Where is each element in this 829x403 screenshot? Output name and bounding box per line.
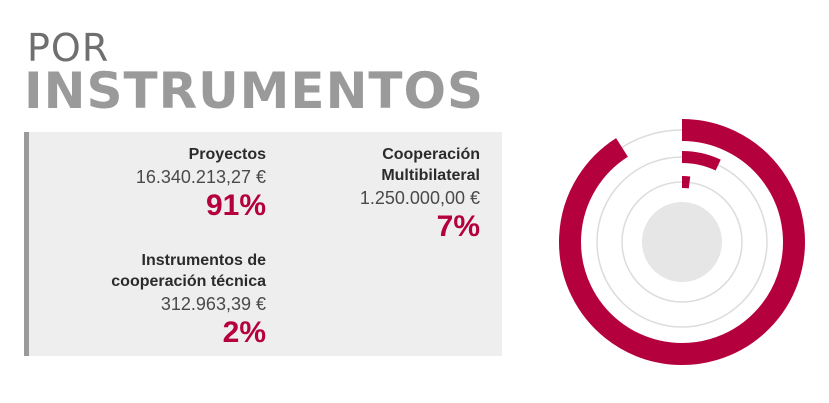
legend-item-multibilateral: Cooperación Multibilateral 1.250.000,00 …	[250, 144, 480, 244]
legend-item-cooperacion-tecnica: Instrumentos de cooperación técnica 312.…	[6, 250, 266, 350]
center-disc	[642, 202, 722, 282]
legend-amount: 312.963,39 €	[160, 294, 266, 314]
legend-percent: 91%	[205, 189, 266, 222]
ring-arc-1	[559, 119, 805, 365]
legend-label: Cooperación	[382, 146, 480, 163]
legend-percent: 2%	[222, 316, 266, 349]
legend-amount: 1.250.000,00 €	[359, 188, 480, 208]
legend-item-proyectos: Proyectos 16.340.213,27 € 91%	[36, 144, 266, 223]
legend-label-line2: cooperación técnica	[111, 273, 266, 290]
title-instrumentos: INSTRUMENTOS	[24, 62, 485, 120]
legend-label: Proyectos	[188, 146, 266, 163]
title-por: POR	[27, 26, 110, 70]
legend-label-line2: Multibilateral	[381, 167, 480, 184]
legend-amount: 16.340.213,27 €	[135, 167, 266, 187]
legend-label: Instrumentos de	[141, 252, 266, 269]
ring-arc-2	[681, 151, 721, 171]
legend-percent: 7%	[436, 210, 480, 243]
legend-panel: Proyectos 16.340.213,27 € 91% Cooperació…	[24, 132, 502, 356]
